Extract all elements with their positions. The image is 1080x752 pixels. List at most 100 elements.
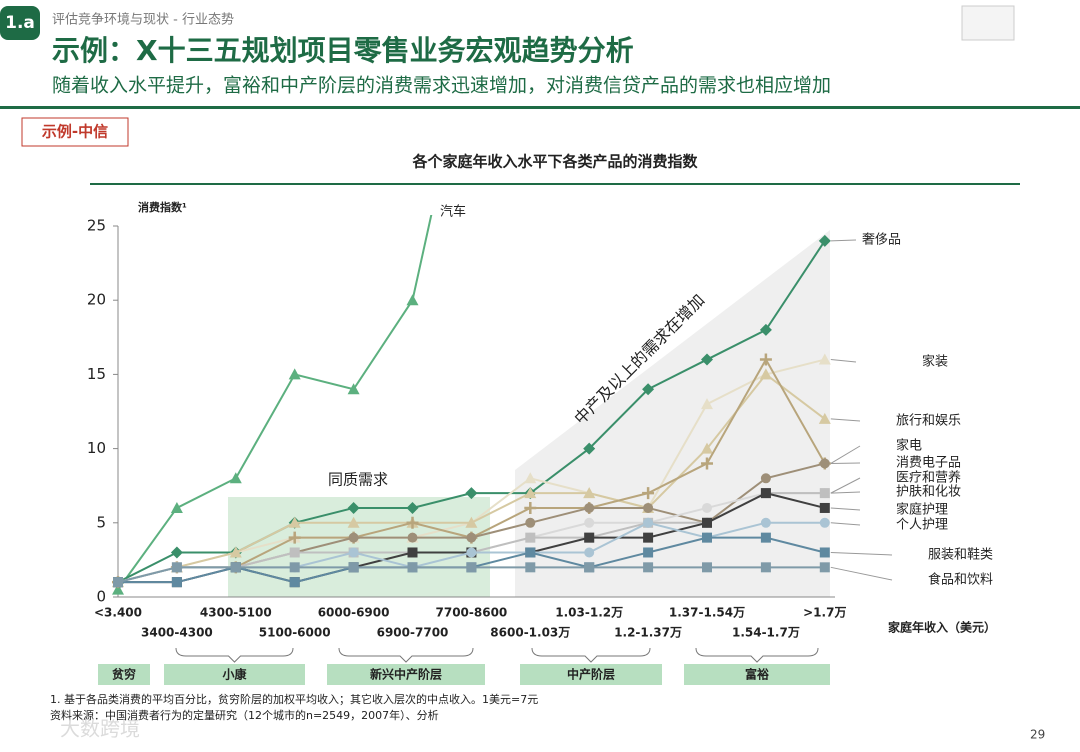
page-number: 29 — [1030, 728, 1045, 742]
x-axis-title: 家庭年收入（美元） — [888, 620, 996, 635]
marker — [408, 533, 418, 543]
bracket — [339, 648, 473, 662]
marker — [584, 503, 594, 513]
leader-line — [831, 508, 860, 510]
series-label: 家装 — [922, 354, 948, 370]
marker — [820, 503, 830, 513]
marker — [761, 473, 771, 483]
marker — [820, 518, 830, 528]
marker — [349, 547, 359, 557]
y-axis-title: 消费指数¹ — [138, 200, 187, 214]
leader-line — [831, 492, 860, 493]
marker — [408, 562, 418, 572]
homogeneous-label: 同质需求 — [328, 471, 388, 489]
marker — [525, 533, 535, 543]
marker — [702, 518, 712, 528]
badge: 1.a — [5, 13, 35, 33]
x-tick-label: 6000-6900 — [318, 606, 390, 620]
marker — [466, 562, 476, 572]
marker — [408, 547, 418, 557]
series-label: 医疗和营养 — [896, 470, 961, 486]
marker — [584, 518, 594, 528]
footnote: 1. 基于各品类消费的平均百分比，贫穷阶层的加权平均收入；其它收入层次的中点收入… — [50, 692, 538, 706]
marker — [761, 562, 771, 572]
y-tick-label: 25 — [87, 217, 106, 235]
marker — [820, 458, 830, 468]
leader-line — [831, 523, 860, 525]
series-label: 家电 — [896, 438, 922, 454]
bracket — [532, 648, 650, 662]
x-tick-label: 1.03-1.2万 — [555, 606, 623, 620]
y-tick-label: 15 — [87, 365, 106, 383]
marker — [643, 562, 653, 572]
marker — [290, 547, 300, 557]
leader-line — [831, 567, 892, 580]
marker — [290, 577, 300, 587]
marker — [172, 577, 182, 587]
marker — [231, 562, 241, 572]
leader-line — [831, 419, 860, 421]
header-rule — [0, 106, 1080, 109]
subtitle: 随着收入水平提升，富裕和中产阶层的消费需求迅速增加，对消费信贷产品的需求也相应增… — [52, 75, 831, 97]
marker — [113, 577, 123, 587]
marker — [525, 562, 535, 572]
marker — [349, 533, 359, 543]
marker — [525, 547, 535, 557]
leader-line — [831, 478, 860, 493]
series-label: 个人护理 — [896, 518, 948, 533]
marker — [466, 533, 476, 543]
leader-line — [831, 240, 856, 241]
marker — [290, 562, 300, 572]
tag: 示例-中信 — [42, 123, 108, 141]
marker — [761, 518, 771, 528]
series-label: 奢侈品 — [862, 233, 901, 248]
marker — [643, 547, 653, 557]
marker — [820, 562, 830, 572]
series-label: 汽车 — [440, 204, 466, 220]
y-tick-label: 0 — [96, 588, 106, 606]
series-label: 家庭护理 — [896, 502, 948, 518]
income-group: 新兴中产阶层 — [370, 667, 442, 682]
marker — [171, 502, 183, 513]
marker — [172, 562, 182, 572]
x-tick-label: 1.54-1.7万 — [732, 626, 800, 640]
x-tick-label: 7700-8600 — [436, 606, 508, 620]
chart-rule — [90, 183, 1020, 185]
income-group: 富裕 — [745, 667, 769, 682]
marker — [171, 546, 183, 558]
bracket — [696, 648, 818, 662]
y-tick-label: 5 — [96, 513, 106, 531]
leader-line — [831, 446, 860, 463]
x-tick-label: 6900-7700 — [377, 626, 449, 640]
x-tick-label: >1.7万 — [803, 606, 846, 620]
series-label: 护肤和化妆 — [896, 485, 961, 500]
leader-line — [831, 552, 892, 555]
x-tick-label: 3400-4300 — [141, 626, 213, 640]
marker — [230, 472, 242, 483]
marker — [584, 562, 594, 572]
breadcrumb: 评估竞争环境与现状 - 行业态势 — [52, 12, 234, 28]
marker — [643, 518, 653, 528]
marker — [702, 533, 712, 543]
series-label: 消费电子品 — [896, 456, 961, 471]
marker — [702, 562, 712, 572]
series-label: 旅行和娱乐 — [896, 414, 961, 429]
marker — [761, 533, 771, 543]
x-tick-label: 4300-5100 — [200, 606, 272, 620]
homogeneous-area — [228, 497, 490, 597]
x-tick-label: 1.2-1.37万 — [614, 626, 682, 640]
income-group: 中产阶层 — [567, 667, 615, 682]
x-tick-label: 1.37-1.54万 — [669, 606, 745, 620]
marker — [643, 503, 653, 513]
marker — [820, 488, 830, 498]
marker — [289, 368, 301, 379]
y-tick-label: 20 — [87, 291, 106, 309]
y-tick-label: 10 — [87, 439, 106, 457]
income-group: 小康 — [222, 667, 247, 682]
marker — [702, 503, 712, 513]
chart-title: 各个家庭年收入水平下各类产品的消费指数 — [411, 153, 698, 171]
title: 示例：X十三五规划项目零售业务宏观趋势分析 — [52, 34, 634, 67]
logo-box — [962, 6, 1014, 40]
leader-line — [831, 360, 856, 362]
